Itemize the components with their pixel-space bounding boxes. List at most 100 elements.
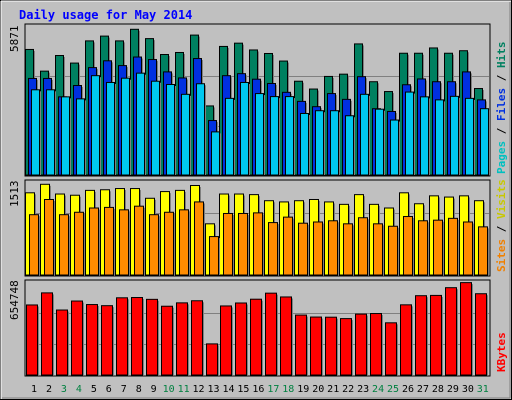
- bar-pages: [345, 115, 354, 176]
- x-tick-label: 28: [432, 384, 444, 395]
- bar-kbytes: [41, 292, 53, 376]
- bottom-legend: KBytes: [495, 332, 508, 372]
- bar-sites: [223, 212, 233, 276]
- bar-pages: [465, 97, 474, 176]
- bar-sites: [44, 198, 54, 276]
- bar-pages: [450, 95, 459, 176]
- x-tick-label: 21: [327, 384, 339, 395]
- bar-sites: [418, 220, 428, 276]
- x-tick-label: 29: [447, 384, 459, 395]
- bar-pages: [31, 89, 40, 176]
- bar-pages: [255, 93, 264, 176]
- x-tick-label: 19: [297, 384, 309, 395]
- bar-kbytes: [176, 302, 188, 376]
- bar-kbytes: [250, 298, 262, 376]
- bar-kbytes: [206, 343, 218, 376]
- bar-kbytes: [310, 316, 322, 376]
- middle-legend-item: Sites: [495, 239, 508, 272]
- bar-pages: [240, 81, 249, 176]
- bottom-legend-item: KBytes: [495, 332, 508, 372]
- bar-pages: [285, 96, 294, 176]
- bar-kbytes: [131, 297, 143, 376]
- x-tick-label: 23: [357, 384, 369, 395]
- bar-sites: [194, 201, 204, 276]
- bar-kbytes: [191, 300, 203, 376]
- x-tick-label: 14: [222, 384, 234, 395]
- bar-kbytes: [445, 287, 457, 376]
- bar-sites: [343, 223, 353, 276]
- bar-pages: [375, 108, 384, 176]
- bar-kbytes: [460, 282, 472, 376]
- bar-kbytes: [295, 314, 307, 376]
- bar-pages: [405, 91, 414, 176]
- bar-sites: [373, 223, 383, 276]
- x-tick-label: 18: [282, 384, 294, 395]
- bar-pages: [46, 89, 55, 176]
- bar-sites: [268, 222, 278, 276]
- x-tick-label: 9: [151, 384, 157, 395]
- x-tick-label: 27: [417, 384, 429, 395]
- x-tick-label: 10: [163, 384, 175, 395]
- x-tick-label: 25: [387, 384, 399, 395]
- bar-sites: [448, 217, 458, 276]
- x-tick-label: 30: [462, 384, 474, 395]
- bar-kbytes: [400, 304, 412, 376]
- top-legend: Pages / Files / Hits: [495, 42, 508, 175]
- bar-pages: [390, 119, 399, 176]
- legends: Pages / Files / Hits Sites / Visits KBytes: [495, 42, 508, 373]
- bar-pages: [196, 83, 205, 176]
- x-tick-label: 1: [31, 384, 37, 395]
- ymax-label-bottom: 654748: [8, 280, 21, 320]
- bar-sites: [59, 214, 69, 276]
- chart-title: Daily usage for May 2014: [19, 8, 192, 22]
- bar-pages: [330, 110, 339, 176]
- x-axis-labels: 1 2 3 4 5 6 7 8 9 10 11 12 13 14 15 16 17 18 19 20 21 22 23 24 2…: [31, 384, 489, 395]
- bar-sites: [298, 222, 308, 276]
- ymax-label-top: 5871: [8, 26, 21, 53]
- bar-sites: [463, 221, 473, 276]
- bar-sites: [179, 209, 189, 276]
- top-legend-item: Files: [495, 88, 508, 128]
- x-tick-label: 26: [402, 384, 414, 395]
- bar-pages: [166, 83, 175, 176]
- x-tick-label: 22: [342, 384, 354, 395]
- x-tick-label: 8: [136, 384, 142, 395]
- bar-pages: [121, 77, 130, 176]
- bar-kbytes: [146, 298, 158, 376]
- middle-legend: Sites / Visits: [495, 179, 508, 272]
- top-legend-item: Pages: [495, 141, 508, 174]
- top-legend-item: /: [495, 74, 508, 88]
- bar-kbytes: [26, 304, 38, 376]
- bar-kbytes: [355, 313, 367, 376]
- x-tick-label: 12: [193, 384, 205, 395]
- x-tick-label: 31: [477, 384, 489, 395]
- x-tick-label: 6: [106, 384, 112, 395]
- bar-pages: [300, 112, 309, 176]
- bar-sites: [313, 221, 323, 276]
- bar-pages: [480, 108, 489, 176]
- bars: [25, 28, 490, 376]
- bar-kbytes: [325, 316, 337, 376]
- bar-pages: [136, 72, 145, 176]
- bar-pages: [420, 96, 429, 176]
- bar-sites: [134, 205, 144, 276]
- x-tick-label: 7: [121, 384, 127, 395]
- bar-kbytes: [86, 304, 98, 376]
- bar-pages: [315, 110, 324, 176]
- bar-kbytes: [370, 313, 382, 376]
- bar-sites: [358, 217, 368, 276]
- bar-sites: [403, 216, 413, 276]
- bar-kbytes: [430, 294, 442, 376]
- bar-pages: [61, 96, 70, 176]
- x-tick-label: 17: [267, 384, 279, 395]
- bar-sites: [478, 226, 488, 276]
- bar-sites: [388, 225, 398, 276]
- bar-sites: [283, 216, 293, 276]
- bar-sites: [209, 236, 219, 276]
- bar-sites: [433, 219, 443, 276]
- x-tick-label: 2: [46, 384, 52, 395]
- bar-kbytes: [385, 322, 397, 376]
- bar-kbytes: [235, 302, 247, 376]
- bar-sites: [74, 211, 84, 276]
